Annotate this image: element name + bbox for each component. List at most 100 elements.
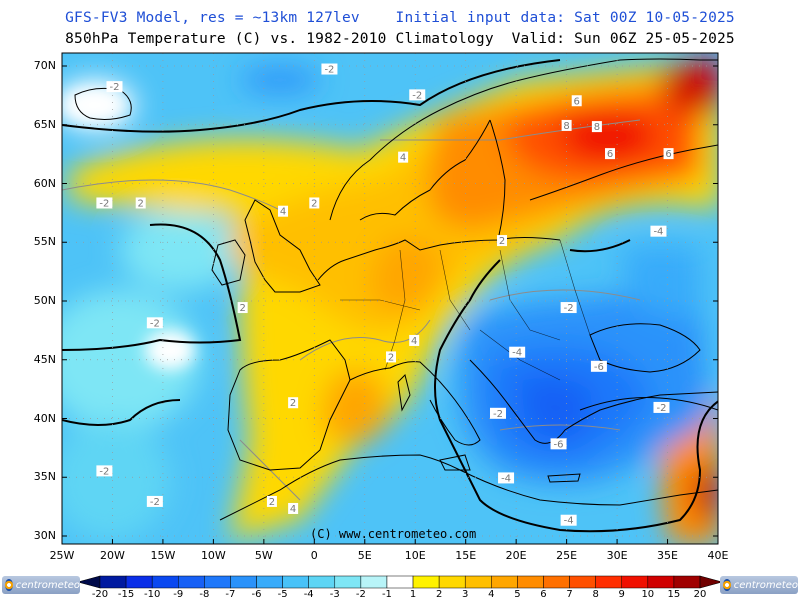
contour-label: -2: [146, 317, 163, 329]
svg-text:-4: -4: [501, 473, 511, 484]
svg-text:-6: -6: [554, 439, 564, 450]
legend-label: 7: [566, 589, 573, 600]
svg-text:-2: -2: [493, 409, 503, 420]
lon-label: 10E: [404, 549, 426, 562]
contour-label: 4: [398, 151, 409, 164]
legend-label: 1: [409, 589, 417, 600]
contour-label: -2: [96, 197, 113, 209]
svg-text:-2: -2: [109, 82, 119, 93]
legend-label: -2: [355, 589, 366, 600]
contour-label: -2: [96, 465, 113, 477]
lat-label: 55N: [33, 235, 56, 249]
svg-text:-2: -2: [99, 198, 109, 209]
lat-label: 60N: [33, 176, 56, 190]
svg-text:8: 8: [563, 121, 569, 132]
contour-label: -6: [590, 360, 607, 373]
legend-label: 3: [462, 589, 469, 600]
lat-label: 50N: [33, 294, 56, 307]
legend-label: 9: [618, 589, 625, 600]
contour-label: 8: [591, 121, 602, 133]
legend-label: -3: [329, 589, 340, 600]
svg-text:4: 4: [411, 336, 417, 347]
lat-label: 35N: [33, 470, 56, 484]
contour-label: -2: [560, 302, 577, 314]
contour-label: 2: [288, 397, 299, 409]
svg-text:2: 2: [388, 352, 394, 363]
legend-label: -15: [117, 589, 135, 600]
contour-label: 4: [409, 334, 420, 347]
legend-label: 4: [488, 589, 495, 600]
svg-text:-2: -2: [99, 466, 109, 477]
svg-text:4: 4: [400, 153, 406, 164]
contour-label: -2: [653, 401, 670, 414]
contour-labels: -2 -2 -2 -2 -2 -2 -2 -2 -2 -2 2 2 2 2 2 2 2 4 4 4 4 6 6 8 8 6 -4 -4…: [96, 63, 674, 527]
lon-label: 35E: [657, 549, 678, 562]
contour-label: 2: [237, 302, 248, 314]
legend-label: -5: [277, 589, 288, 600]
svg-text:-2: -2: [656, 403, 666, 414]
svg-text:2: 2: [138, 198, 144, 209]
lon-label: 25W: [49, 549, 75, 562]
svg-text:2: 2: [269, 497, 275, 508]
model-title: GFS-FV3 Model, res = ~13km 127lev Initia…: [65, 10, 735, 26]
legend-label: -9: [173, 589, 184, 600]
lat-label: 65N: [33, 117, 56, 131]
legend-label: -1: [381, 589, 392, 600]
svg-text:8: 8: [594, 122, 600, 133]
contour-label: -6: [550, 438, 567, 450]
lon-label: 5E: [357, 549, 372, 562]
contour-label: 6: [571, 95, 582, 107]
legend-label: 2: [435, 589, 443, 600]
legend-label: 8: [592, 589, 599, 600]
legend-label: -7: [225, 589, 236, 600]
contour-label: -4: [509, 346, 526, 359]
lon-label: 10W: [200, 549, 226, 562]
lon-label: 30E: [606, 549, 628, 562]
contour-label: -2: [409, 89, 426, 101]
lon-label: 15W: [150, 549, 176, 562]
map-frame: [61, 52, 719, 545]
legend-label: -4: [303, 589, 314, 600]
copyright-notice: (C) www.centrometeo.com: [310, 527, 477, 541]
logo-icon: [5, 579, 13, 591]
legend-label: 20: [693, 589, 707, 600]
svg-text:4: 4: [290, 504, 296, 515]
lon-label: 20W: [100, 549, 125, 562]
svg-text:-4: -4: [512, 348, 522, 359]
svg-text:2: 2: [311, 198, 317, 209]
lat-label: 40N: [33, 411, 56, 425]
logo-right: centrometeo: [720, 576, 798, 594]
svg-text:6: 6: [665, 149, 671, 160]
lon-label: 40E: [707, 549, 729, 562]
contour-label: -2: [146, 495, 163, 508]
legend-label: -6: [251, 589, 262, 600]
lat-label: 45N: [33, 352, 56, 366]
logo-right-text: centrometeo: [733, 579, 798, 591]
legend-label: 15: [667, 589, 681, 600]
svg-text:-2: -2: [324, 65, 334, 76]
contour-label: -4: [650, 225, 667, 238]
contour-label: 2: [386, 351, 397, 363]
svg-text:4: 4: [280, 207, 286, 218]
contour-label: 2: [135, 197, 146, 209]
legend-label: 10: [641, 589, 655, 600]
svg-text:-2: -2: [150, 318, 160, 329]
lat-label: 30N: [33, 529, 56, 542]
contour-label: 4: [278, 205, 289, 218]
legend-label: -10: [144, 589, 161, 600]
legend-label: -8: [199, 589, 210, 600]
lon-label: 5W: [254, 549, 273, 562]
svg-text:-2: -2: [564, 303, 574, 314]
svg-text:-2: -2: [150, 497, 160, 508]
svg-text:2: 2: [290, 398, 296, 409]
logo-left: centrometeo: [2, 576, 80, 594]
contour-label: 8: [561, 119, 572, 132]
contour-label: -2: [106, 81, 123, 93]
svg-text:2: 2: [499, 236, 505, 247]
svg-text:6: 6: [607, 149, 613, 160]
svg-text:-4: -4: [564, 516, 574, 527]
contour-label: 6: [663, 148, 674, 160]
lon-label: 0: [310, 549, 318, 562]
svg-text:6: 6: [574, 96, 580, 107]
contour-label: -2: [489, 407, 506, 420]
